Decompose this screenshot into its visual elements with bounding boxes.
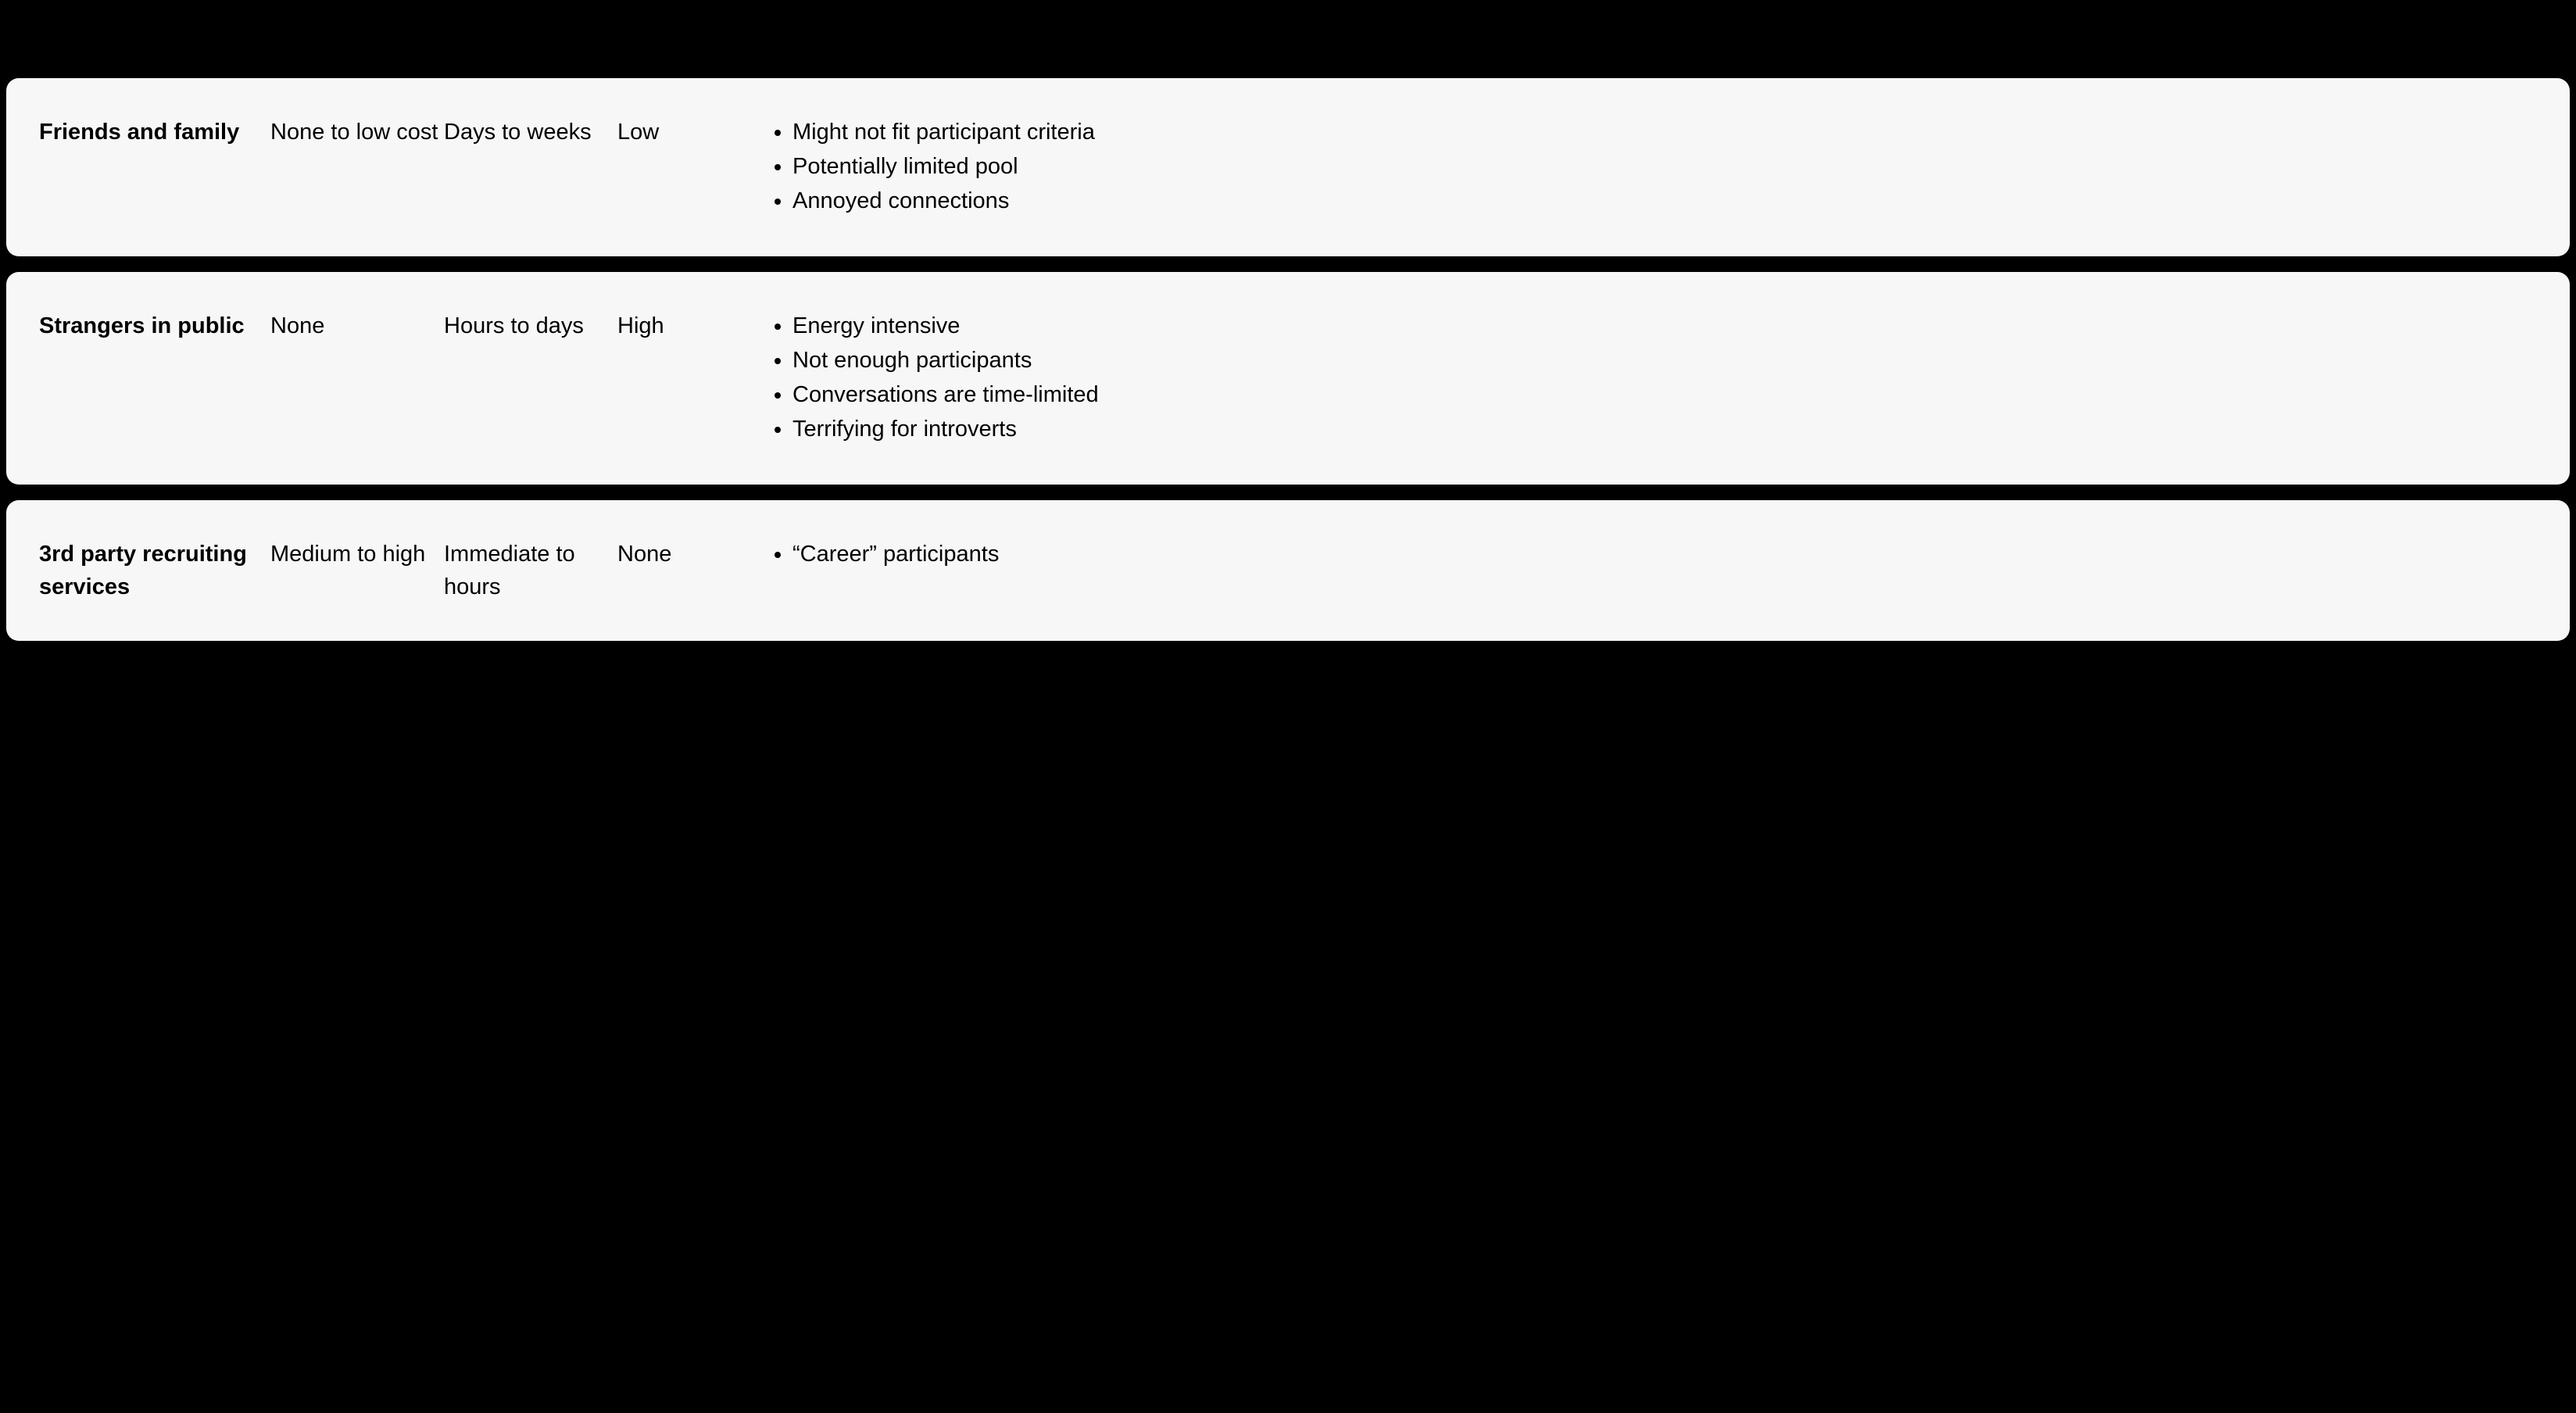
cons-item: Potentially limited pool — [792, 150, 2537, 183]
row-cost: None to low cost — [270, 116, 444, 148]
row-title: Strangers in public — [39, 309, 270, 342]
cons-item: Not enough participants — [792, 344, 2537, 377]
table-row: 3rd party recruiting servicesMedium to h… — [6, 500, 2570, 641]
cons-item: “Career” participants — [792, 538, 2537, 571]
row-cons: Might not fit participant criteriaPotent… — [769, 116, 2537, 219]
comparison-table: Friends and familyNone to low costDays t… — [6, 78, 2570, 641]
row-effort: High — [617, 309, 769, 342]
cons-item: Conversations are time-limited — [792, 378, 2537, 411]
row-cost: Medium to high — [270, 538, 444, 571]
cons-list: “Career” participants — [769, 538, 2537, 571]
row-title: 3rd party recruiting services — [39, 538, 270, 603]
table-row: Strangers in publicNoneHours to daysHigh… — [6, 272, 2570, 485]
table-row: Friends and familyNone to low costDays t… — [6, 78, 2570, 256]
row-time: Days to weeks — [444, 116, 617, 148]
row-time: Immediate to hours — [444, 538, 617, 603]
row-cons: Energy intensiveNot enough participantsC… — [769, 309, 2537, 447]
row-effort: Low — [617, 116, 769, 148]
row-cons: “Career” participants — [769, 538, 2537, 572]
cons-item: Terrifying for introverts — [792, 413, 2537, 445]
cons-list: Energy intensiveNot enough participantsC… — [769, 309, 2537, 445]
row-effort: None — [617, 538, 769, 571]
cons-item: Annoyed connections — [792, 184, 2537, 217]
cons-item: Energy intensive — [792, 309, 2537, 342]
row-time: Hours to days — [444, 309, 617, 342]
row-title: Friends and family — [39, 116, 270, 148]
cons-list: Might not fit participant criteriaPotent… — [769, 116, 2537, 217]
cons-item: Might not fit participant criteria — [792, 116, 2537, 148]
row-cost: None — [270, 309, 444, 342]
